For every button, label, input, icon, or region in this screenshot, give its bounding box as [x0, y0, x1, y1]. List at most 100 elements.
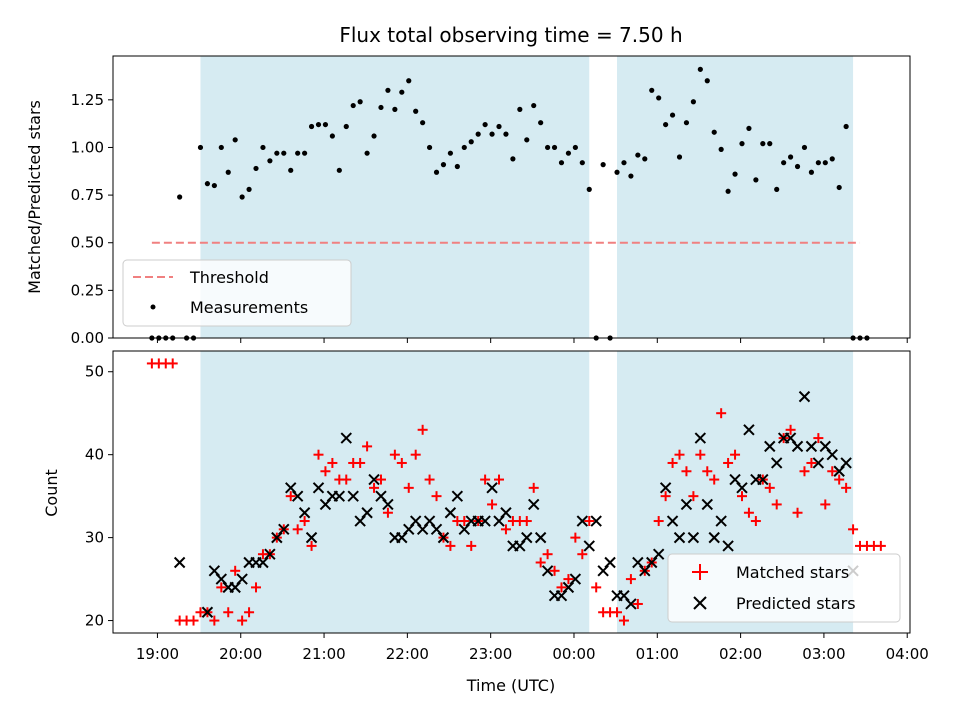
measurement-point [399, 89, 405, 95]
x-tick-label: 20:00 [219, 645, 262, 663]
measurement-point [524, 137, 530, 143]
y-tick-label: 0.50 [71, 234, 104, 252]
matched-star-point [494, 474, 505, 485]
matched-star-point [612, 607, 623, 618]
measurement-point [413, 108, 419, 114]
x-tick-label: 21:00 [302, 645, 345, 663]
bottom-y-ticks: 20 30 40 50 [85, 363, 113, 630]
matched-star-point [237, 615, 248, 626]
measurement-point [329, 133, 335, 139]
predicted-star-point [743, 424, 755, 436]
matched-star-point [660, 491, 671, 502]
x-tick-label: 02:00 [719, 645, 762, 663]
measurement-point [558, 160, 565, 166]
measurement-point [815, 160, 821, 166]
measurement-point [253, 165, 259, 172]
measurement-point [746, 125, 752, 132]
measurement-point [197, 144, 204, 151]
measurement-point [683, 120, 690, 126]
matched-star-point [355, 457, 366, 468]
predicted-star-point [291, 490, 304, 502]
matched-star-point [688, 491, 699, 502]
matched-star-point [674, 449, 685, 460]
predicted-star-point [625, 598, 637, 610]
predicted-star-point [486, 482, 498, 494]
matched-star-point [424, 474, 435, 485]
predicted-star-point [361, 507, 373, 519]
predicted-star-point [451, 490, 464, 502]
predicted-star-point [479, 515, 491, 527]
threshold-legend-label: Threshold [189, 268, 269, 287]
predicted-legend-swatch [693, 596, 707, 610]
measurement-point [440, 162, 447, 168]
matched-star-point [362, 441, 373, 452]
measurement-point [225, 169, 231, 175]
measurement-point [392, 106, 398, 112]
bottom-legend-box [667, 553, 901, 623]
predicted-star-point [312, 482, 325, 494]
bottom-y-axis-label: Count [42, 469, 61, 517]
measurement-point [433, 169, 440, 175]
measurement-point [288, 167, 294, 173]
measurement-point [732, 171, 738, 177]
matched-star-point [632, 598, 643, 609]
measurement-point [649, 87, 655, 93]
x-tick-label: 04:00 [886, 645, 929, 663]
measurement-point [760, 141, 766, 147]
measurement-point [517, 106, 523, 112]
measurement-point [829, 156, 835, 162]
predicted-star-point [278, 523, 290, 536]
matched-star-point [875, 540, 886, 551]
measurements-legend-label: Measurements [190, 298, 308, 317]
predicted-star-point [708, 531, 720, 544]
shaded-span-1 [200, 351, 590, 633]
measurement-point [586, 186, 592, 192]
measurement-point [635, 152, 641, 158]
measurement-point [697, 66, 703, 72]
matched-star-point [209, 615, 220, 626]
measurement-point [774, 186, 780, 192]
y-tick-label: 1.00 [71, 138, 104, 156]
predicted-star-point [652, 548, 665, 560]
matched-star-point [625, 574, 636, 585]
matched-star-point [820, 499, 831, 510]
top-legend: Threshold Measurements [122, 259, 352, 327]
matched-star-point [299, 516, 310, 527]
matched-star-point [736, 491, 747, 502]
predicted-star-point [805, 440, 818, 453]
x-tick-label: 22:00 [386, 645, 429, 663]
bottom-legend: Matched stars Predicted stars [667, 553, 901, 623]
matched-star-point [223, 607, 234, 618]
matched-star-point [709, 474, 720, 485]
matched-star-point [653, 516, 664, 527]
measurement-point [572, 144, 578, 151]
measurement-point [357, 99, 363, 105]
predicted-star-point [382, 498, 394, 511]
bottom-panel: 20 30 40 50 19:00 20:00 21:00 22:00 23:00 00:00 0… [42, 350, 929, 695]
predicted-star-point [305, 531, 318, 544]
matched-star-point [521, 516, 532, 527]
predicted-star-point [694, 432, 707, 444]
measurement-point [676, 154, 683, 160]
matched-star-point [230, 565, 241, 576]
matched-star-point [584, 516, 595, 527]
measurement-point [232, 137, 238, 143]
x-tick-label: 23:00 [469, 645, 512, 663]
matched-star-point [730, 449, 741, 460]
measurement-point [822, 160, 828, 166]
measurement-point [211, 182, 217, 189]
predicted-star-point [798, 390, 811, 403]
x-tick-label: 00:00 [552, 645, 595, 663]
predicted-star-point [583, 540, 595, 552]
predicted-star-point [666, 515, 679, 527]
predicted-star-point [264, 548, 276, 560]
matched-star-point [396, 457, 407, 468]
predicted-star-point [840, 457, 852, 469]
matched-star-point [695, 449, 706, 460]
predicted-star-point [500, 507, 512, 519]
matched-star-point [459, 516, 470, 527]
matched-star-point [327, 457, 338, 468]
predicted-stars-series [173, 390, 859, 618]
predicted-star-point [333, 490, 346, 502]
